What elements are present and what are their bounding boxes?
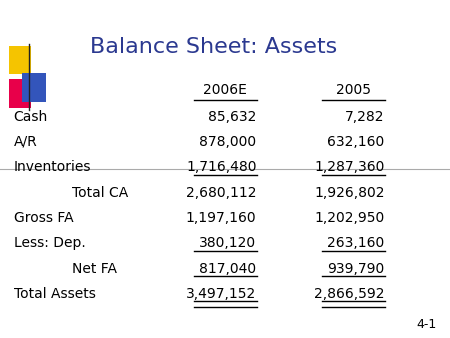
- Text: 1,716,480: 1,716,480: [186, 160, 256, 174]
- Bar: [9, 79, 31, 108]
- Text: 1,197,160: 1,197,160: [186, 211, 256, 225]
- Text: 817,040: 817,040: [199, 262, 256, 276]
- Text: 380,120: 380,120: [199, 236, 256, 250]
- Text: Gross FA: Gross FA: [14, 211, 73, 225]
- Text: 1,926,802: 1,926,802: [314, 186, 385, 200]
- Text: 2006E: 2006E: [203, 82, 247, 97]
- Text: 2,680,112: 2,680,112: [186, 186, 256, 200]
- Text: 632,160: 632,160: [328, 135, 385, 149]
- Text: Total Assets: Total Assets: [14, 287, 95, 301]
- Text: 3,497,152: 3,497,152: [186, 287, 256, 301]
- Bar: [22, 73, 46, 102]
- Text: Net FA: Net FA: [72, 262, 117, 276]
- Text: 939,790: 939,790: [328, 262, 385, 276]
- Text: 7,282: 7,282: [345, 110, 385, 124]
- Text: Less: Dep.: Less: Dep.: [14, 236, 85, 250]
- Text: 263,160: 263,160: [328, 236, 385, 250]
- Bar: [9, 46, 31, 74]
- Text: 4-1: 4-1: [416, 318, 436, 331]
- Text: 1,202,950: 1,202,950: [315, 211, 385, 225]
- Text: Cash: Cash: [14, 110, 48, 124]
- Text: Balance Sheet: Assets: Balance Sheet: Assets: [90, 37, 337, 57]
- Text: 2,866,592: 2,866,592: [314, 287, 385, 301]
- Text: 85,632: 85,632: [208, 110, 256, 124]
- Text: 878,000: 878,000: [199, 135, 256, 149]
- Text: 1,287,360: 1,287,360: [315, 160, 385, 174]
- Text: 2005: 2005: [336, 82, 371, 97]
- Text: Inventories: Inventories: [14, 160, 91, 174]
- Text: A/R: A/R: [14, 135, 37, 149]
- Text: Total CA: Total CA: [72, 186, 128, 200]
